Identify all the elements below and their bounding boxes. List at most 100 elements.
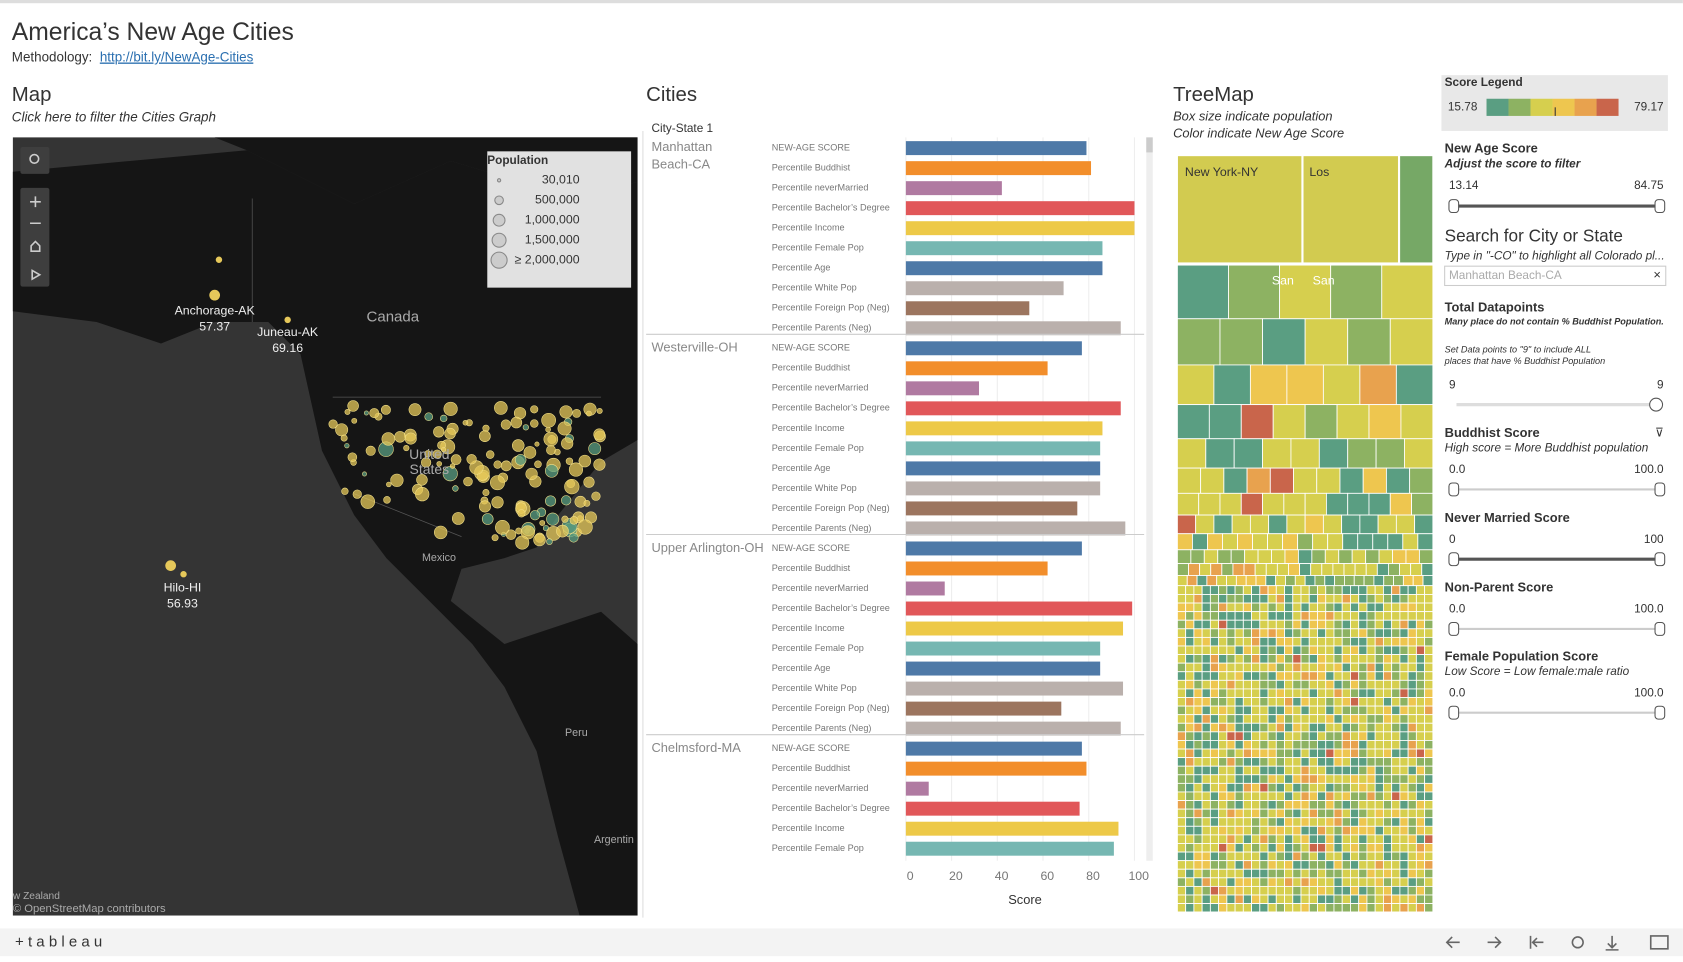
slider-handle[interactable] — [1449, 483, 1459, 496]
treemap-cell — [1342, 680, 1350, 689]
treemap-cell — [1425, 801, 1433, 810]
treemap-cell — [1186, 698, 1194, 707]
slider-handle[interactable] — [1449, 200, 1459, 213]
slider-min: 0.0 — [1449, 602, 1466, 616]
treemap-cell — [1359, 852, 1367, 861]
treemap-cell — [1260, 672, 1268, 681]
slider-handle[interactable] — [1655, 483, 1665, 496]
treemap-cell — [1194, 603, 1202, 612]
treemap-cell — [1199, 493, 1220, 515]
bar — [906, 421, 1103, 435]
slider-handle[interactable] — [1655, 623, 1665, 636]
treemap-cell — [1301, 663, 1309, 672]
treemap-cell — [1252, 723, 1260, 732]
treemap-cell — [1425, 706, 1433, 715]
slider-handle[interactable] — [1655, 706, 1665, 719]
treemap-cell — [1252, 809, 1260, 818]
treemap-cell — [1268, 534, 1283, 550]
treemap-cell — [1285, 895, 1293, 904]
treemap-cell — [1177, 826, 1185, 835]
treemap-cell — [1342, 586, 1350, 595]
treemap-cell — [1252, 878, 1260, 887]
treemap-cell — [1202, 783, 1210, 792]
treemap-cell — [1252, 637, 1260, 646]
map-dot — [452, 512, 464, 524]
treemap-cell — [1359, 886, 1367, 895]
treemap-cell — [1276, 775, 1284, 784]
slider-handle[interactable] — [1655, 200, 1665, 213]
treemap-cell — [1309, 706, 1317, 715]
treemap-cell — [1317, 775, 1325, 784]
treemap-cell — [1301, 723, 1309, 732]
treemap-cell — [1342, 689, 1350, 698]
search-map[interactable] — [20, 147, 49, 174]
treemap-cell — [1210, 715, 1218, 724]
treemap-cell — [1268, 680, 1276, 689]
treemap-cell — [1383, 603, 1391, 612]
treemap-cell — [1243, 826, 1251, 835]
treemap-cell — [1383, 672, 1391, 681]
treemap-cell — [1276, 732, 1284, 741]
treemap-cell — [1392, 629, 1400, 638]
treemap-cell — [1400, 852, 1408, 861]
methodology-link[interactable]: http://bit.ly/NewAge-Cities — [100, 50, 254, 65]
map-dot — [486, 451, 494, 459]
treemap-cell — [1401, 405, 1433, 439]
treemap-cell — [1317, 468, 1340, 493]
treemap-cell — [1367, 861, 1375, 870]
bar — [906, 742, 1082, 756]
treemap-cell — [1375, 775, 1383, 784]
treemap-cell — [1268, 835, 1276, 844]
treemap-cell — [1210, 904, 1218, 913]
bar — [906, 461, 1100, 475]
treemap-cell — [1186, 852, 1194, 861]
scroll-thumb[interactable] — [1146, 137, 1152, 152]
treemap-cell — [1260, 723, 1268, 732]
map-dot — [492, 496, 504, 508]
treemap-cell — [1359, 594, 1367, 603]
treemap-cell — [1194, 869, 1202, 878]
treemap-cell — [1425, 766, 1433, 775]
slider-handle[interactable] — [1449, 623, 1459, 636]
treemap-cell — [1305, 493, 1326, 515]
treemap-cell — [1227, 575, 1237, 585]
treemap-cell — [1186, 715, 1194, 724]
treemap-cell — [1235, 878, 1243, 887]
treemap-cell — [1260, 886, 1268, 895]
treemap-cell — [1350, 612, 1358, 621]
slider-handle[interactable] — [1449, 706, 1459, 719]
treemap-cell — [1375, 749, 1383, 758]
treemap-cell — [1425, 698, 1433, 707]
treemap-cell — [1301, 869, 1309, 878]
treemap-cell — [1301, 629, 1309, 638]
tableau-logo[interactable]: + t a b l e a u — [15, 933, 102, 950]
treemap-cell — [1400, 878, 1408, 887]
total-note: places that have % Buddhist Population — [1444, 356, 1606, 366]
slider-handle[interactable] — [1655, 553, 1665, 566]
treemap-cell — [1219, 680, 1227, 689]
treemap-cell — [1293, 655, 1301, 664]
treemap-cell — [1260, 835, 1268, 844]
clear-filter[interactable]: ⊽ — [1655, 426, 1664, 440]
slider-handle[interactable] — [1650, 398, 1663, 411]
bar — [906, 241, 1103, 255]
place-score: 56.93 — [167, 597, 198, 611]
treemap-cell — [1235, 749, 1243, 758]
treemap-cell — [1334, 689, 1342, 698]
clear-search[interactable]: × — [1653, 267, 1661, 282]
treemap-cell — [1326, 603, 1334, 612]
treemap-cell — [1194, 852, 1202, 861]
treemap-cell — [1227, 732, 1235, 741]
treemap-cell — [1177, 594, 1185, 603]
scrollbar[interactable] — [1146, 137, 1152, 860]
treemap-cell — [1400, 715, 1408, 724]
treemap-cell — [1210, 792, 1218, 801]
treemap-cell — [1309, 637, 1317, 646]
treemap-cell — [1177, 869, 1185, 878]
slider-handle[interactable] — [1449, 553, 1459, 566]
treemap-cell — [1375, 878, 1383, 887]
treemap-cell — [1287, 515, 1305, 534]
treemap-cell — [1326, 749, 1334, 758]
treemap-cell — [1186, 749, 1194, 758]
treemap-cell — [1406, 550, 1419, 564]
